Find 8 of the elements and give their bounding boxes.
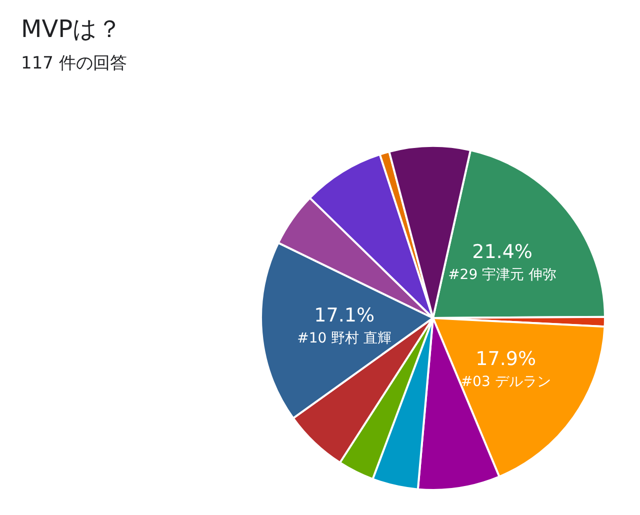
text: 117 件の回答 [21,54,127,74]
slice-label: #03 デルラン [460,374,551,390]
chart-title: MVPは？ [21,15,122,43]
data-label: 17.9% [476,348,536,370]
data-label: 17.1% [314,304,374,327]
data-label: 21.4% [472,241,532,264]
slice-label: #29 宇津元 伸弥 [448,267,557,284]
slice-label: #10 野村 直輝 [297,330,392,347]
